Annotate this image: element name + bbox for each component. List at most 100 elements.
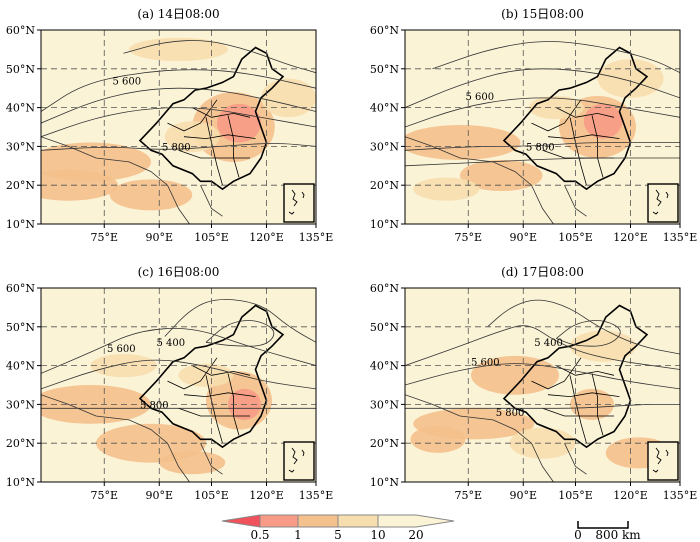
coastline-south bbox=[564, 443, 587, 475]
height-contour-2 bbox=[164, 299, 316, 343]
legend-label-1: 1 bbox=[294, 528, 302, 542]
legend-box-1 bbox=[259, 514, 299, 528]
precip-area-7 bbox=[129, 37, 228, 62]
precip-area-7 bbox=[159, 450, 226, 475]
scale-bar-end: 800 km bbox=[595, 528, 641, 542]
panel-a: 5 600 5 800 (a) 14日08:00 60°N 50°N 40°N 30°N 20… bbox=[6, 7, 333, 244]
height-contour-2 bbox=[432, 41, 680, 74]
lat-tick-label: 20°N bbox=[6, 437, 35, 450]
country-border bbox=[502, 304, 649, 449]
province-border-0 bbox=[556, 107, 615, 118]
precip-area-2 bbox=[410, 425, 466, 453]
height-contour-1 bbox=[405, 68, 680, 108]
coastline-south bbox=[564, 185, 587, 217]
contour-label-1: 5 400 bbox=[534, 338, 563, 349]
lat-tick-label: 50°N bbox=[6, 63, 35, 76]
lat-tick-label: 60°N bbox=[6, 282, 35, 295]
province-border-5 bbox=[167, 99, 218, 132]
precip-area-7 bbox=[427, 324, 493, 349]
height-contour-2 bbox=[41, 69, 316, 112]
inset-map-box bbox=[647, 441, 679, 481]
contour-label-1: 5 800 bbox=[162, 142, 191, 153]
province-border-3 bbox=[227, 373, 240, 436]
scale-bar: 0 800 km bbox=[574, 521, 641, 542]
province-border-0 bbox=[192, 107, 251, 118]
province-border-4 bbox=[178, 407, 250, 417]
contour-label-2: 5 800 bbox=[496, 408, 525, 419]
country-border bbox=[502, 46, 649, 191]
legend-label-0: 0.5 bbox=[250, 528, 269, 542]
lat-tick-label: 60°N bbox=[370, 24, 399, 37]
color-legend: 0.5 1 5 10 20 bbox=[221, 514, 455, 542]
precip-area-4 bbox=[109, 179, 193, 211]
lon-tick-label: 75°E bbox=[90, 231, 118, 244]
coastline-south bbox=[200, 443, 223, 475]
precip-area-6 bbox=[52, 305, 140, 329]
province-border-5 bbox=[167, 357, 218, 390]
inset-map-box bbox=[283, 441, 315, 481]
province-border-1 bbox=[183, 392, 256, 398]
contour-label-0: 5 600 bbox=[466, 92, 495, 103]
lat-tick-label: 10°N bbox=[370, 476, 399, 489]
precip-area-4 bbox=[413, 177, 480, 201]
lat-tick-label: 40°N bbox=[6, 360, 35, 373]
lat-tick-label: 20°N bbox=[370, 437, 399, 450]
precip-area-1 bbox=[217, 103, 261, 143]
panel-title: (d) 17日08:00 bbox=[501, 265, 584, 279]
lon-tick-label: 120°E bbox=[249, 231, 284, 244]
precip-area-7 bbox=[473, 41, 584, 65]
legend-label-3: 10 bbox=[370, 528, 385, 542]
province-border-1 bbox=[547, 392, 620, 398]
legend-arrow-low bbox=[221, 514, 261, 528]
contour-label-1: 5 400 bbox=[157, 338, 186, 349]
province-border-2 bbox=[569, 117, 587, 186]
panel-frame bbox=[404, 29, 681, 225]
legend-arrow-high bbox=[377, 514, 455, 528]
contour-label-2: 5 800 bbox=[140, 400, 169, 411]
lon-tick-label: 90°E bbox=[509, 231, 537, 244]
height-contour-1 bbox=[41, 87, 316, 124]
height-contour-4 bbox=[405, 157, 680, 167]
lat-tick-label: 40°N bbox=[370, 102, 399, 115]
height-contour-0 bbox=[41, 359, 316, 390]
precip-area-6 bbox=[261, 78, 316, 118]
province-border-1 bbox=[547, 134, 620, 140]
panel-title: (c) 16日08:00 bbox=[138, 265, 220, 279]
province-border-5 bbox=[531, 99, 582, 132]
lon-tick-label: 75°E bbox=[454, 231, 482, 244]
panel-title: (b) 15日08:00 bbox=[501, 7, 584, 21]
precip-area-3 bbox=[570, 388, 614, 420]
lon-tick-label: 105°E bbox=[194, 231, 229, 244]
lat-tick-label: 40°N bbox=[6, 102, 35, 115]
contour-label-0: 5 600 bbox=[113, 76, 142, 87]
height-contour-3 bbox=[405, 404, 680, 409]
lat-tick-label: 40°N bbox=[370, 360, 399, 373]
lon-tick-label: 135°E bbox=[299, 231, 334, 244]
panel-frame bbox=[404, 287, 681, 483]
lat-tick-label: 30°N bbox=[6, 140, 35, 153]
panel-frame bbox=[40, 287, 317, 483]
panel-d: 5 600 5 400 5 800 (d) 17日08:00 60°N 50°N 40°N 3… bbox=[370, 265, 697, 502]
province-border-2 bbox=[205, 117, 223, 186]
height-contour-4 bbox=[205, 320, 275, 347]
height-contour-3 bbox=[41, 143, 316, 151]
precip-area-3 bbox=[41, 169, 118, 201]
contour-label-0: 5 600 bbox=[471, 358, 500, 369]
province-border-3 bbox=[591, 373, 604, 436]
province-border-4 bbox=[178, 149, 250, 159]
lat-tick-label: 30°N bbox=[370, 140, 399, 153]
panel-frame bbox=[40, 29, 317, 225]
legend-box-3 bbox=[337, 514, 379, 528]
province-border-0 bbox=[192, 365, 251, 376]
province-border-3 bbox=[591, 115, 604, 178]
lat-tick-label: 20°N bbox=[370, 179, 399, 192]
contour-label-0: 5 600 bbox=[107, 344, 136, 355]
height-contour-0 bbox=[405, 363, 680, 390]
precip-area-6 bbox=[570, 330, 636, 362]
height-contour-4 bbox=[123, 40, 316, 74]
scale-bar-line bbox=[577, 521, 629, 529]
lon-tick-label: 105°E bbox=[558, 231, 593, 244]
height-contour-0 bbox=[41, 107, 316, 138]
lon-tick-label: 90°E bbox=[145, 231, 173, 244]
